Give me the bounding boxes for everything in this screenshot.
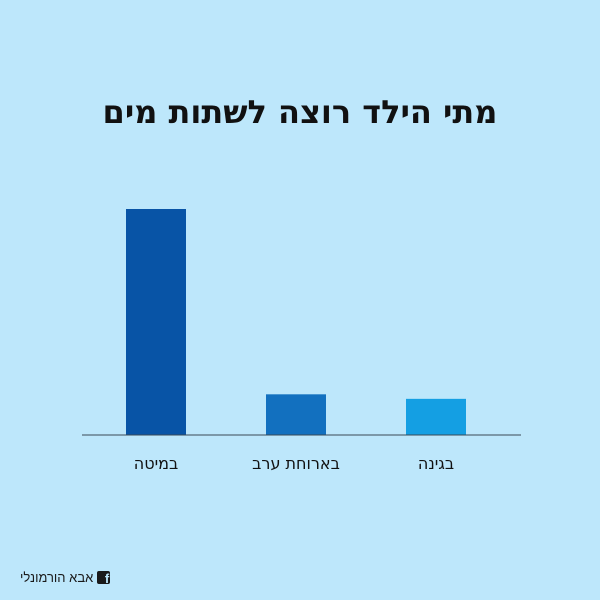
bar-1 <box>126 209 186 435</box>
bars-group <box>126 209 466 435</box>
chart-title: מתי הילד רוצה לשתות מים <box>102 93 498 131</box>
facebook-icon[interactable] <box>97 570 111 586</box>
category-label-3: בגינה <box>418 454 454 473</box>
category-label-2: בארוחת ערב <box>252 454 340 473</box>
footer-author: אבא הורמונלי <box>20 569 94 585</box>
category-label-1: במיטה <box>134 454 179 473</box>
category-labels-group: במיטה בארוחת ערב בגינה <box>134 454 454 473</box>
bar-2 <box>266 394 326 435</box>
bar-3 <box>406 398 466 435</box>
footer-credit: אבא הורמונלי <box>20 568 111 586</box>
